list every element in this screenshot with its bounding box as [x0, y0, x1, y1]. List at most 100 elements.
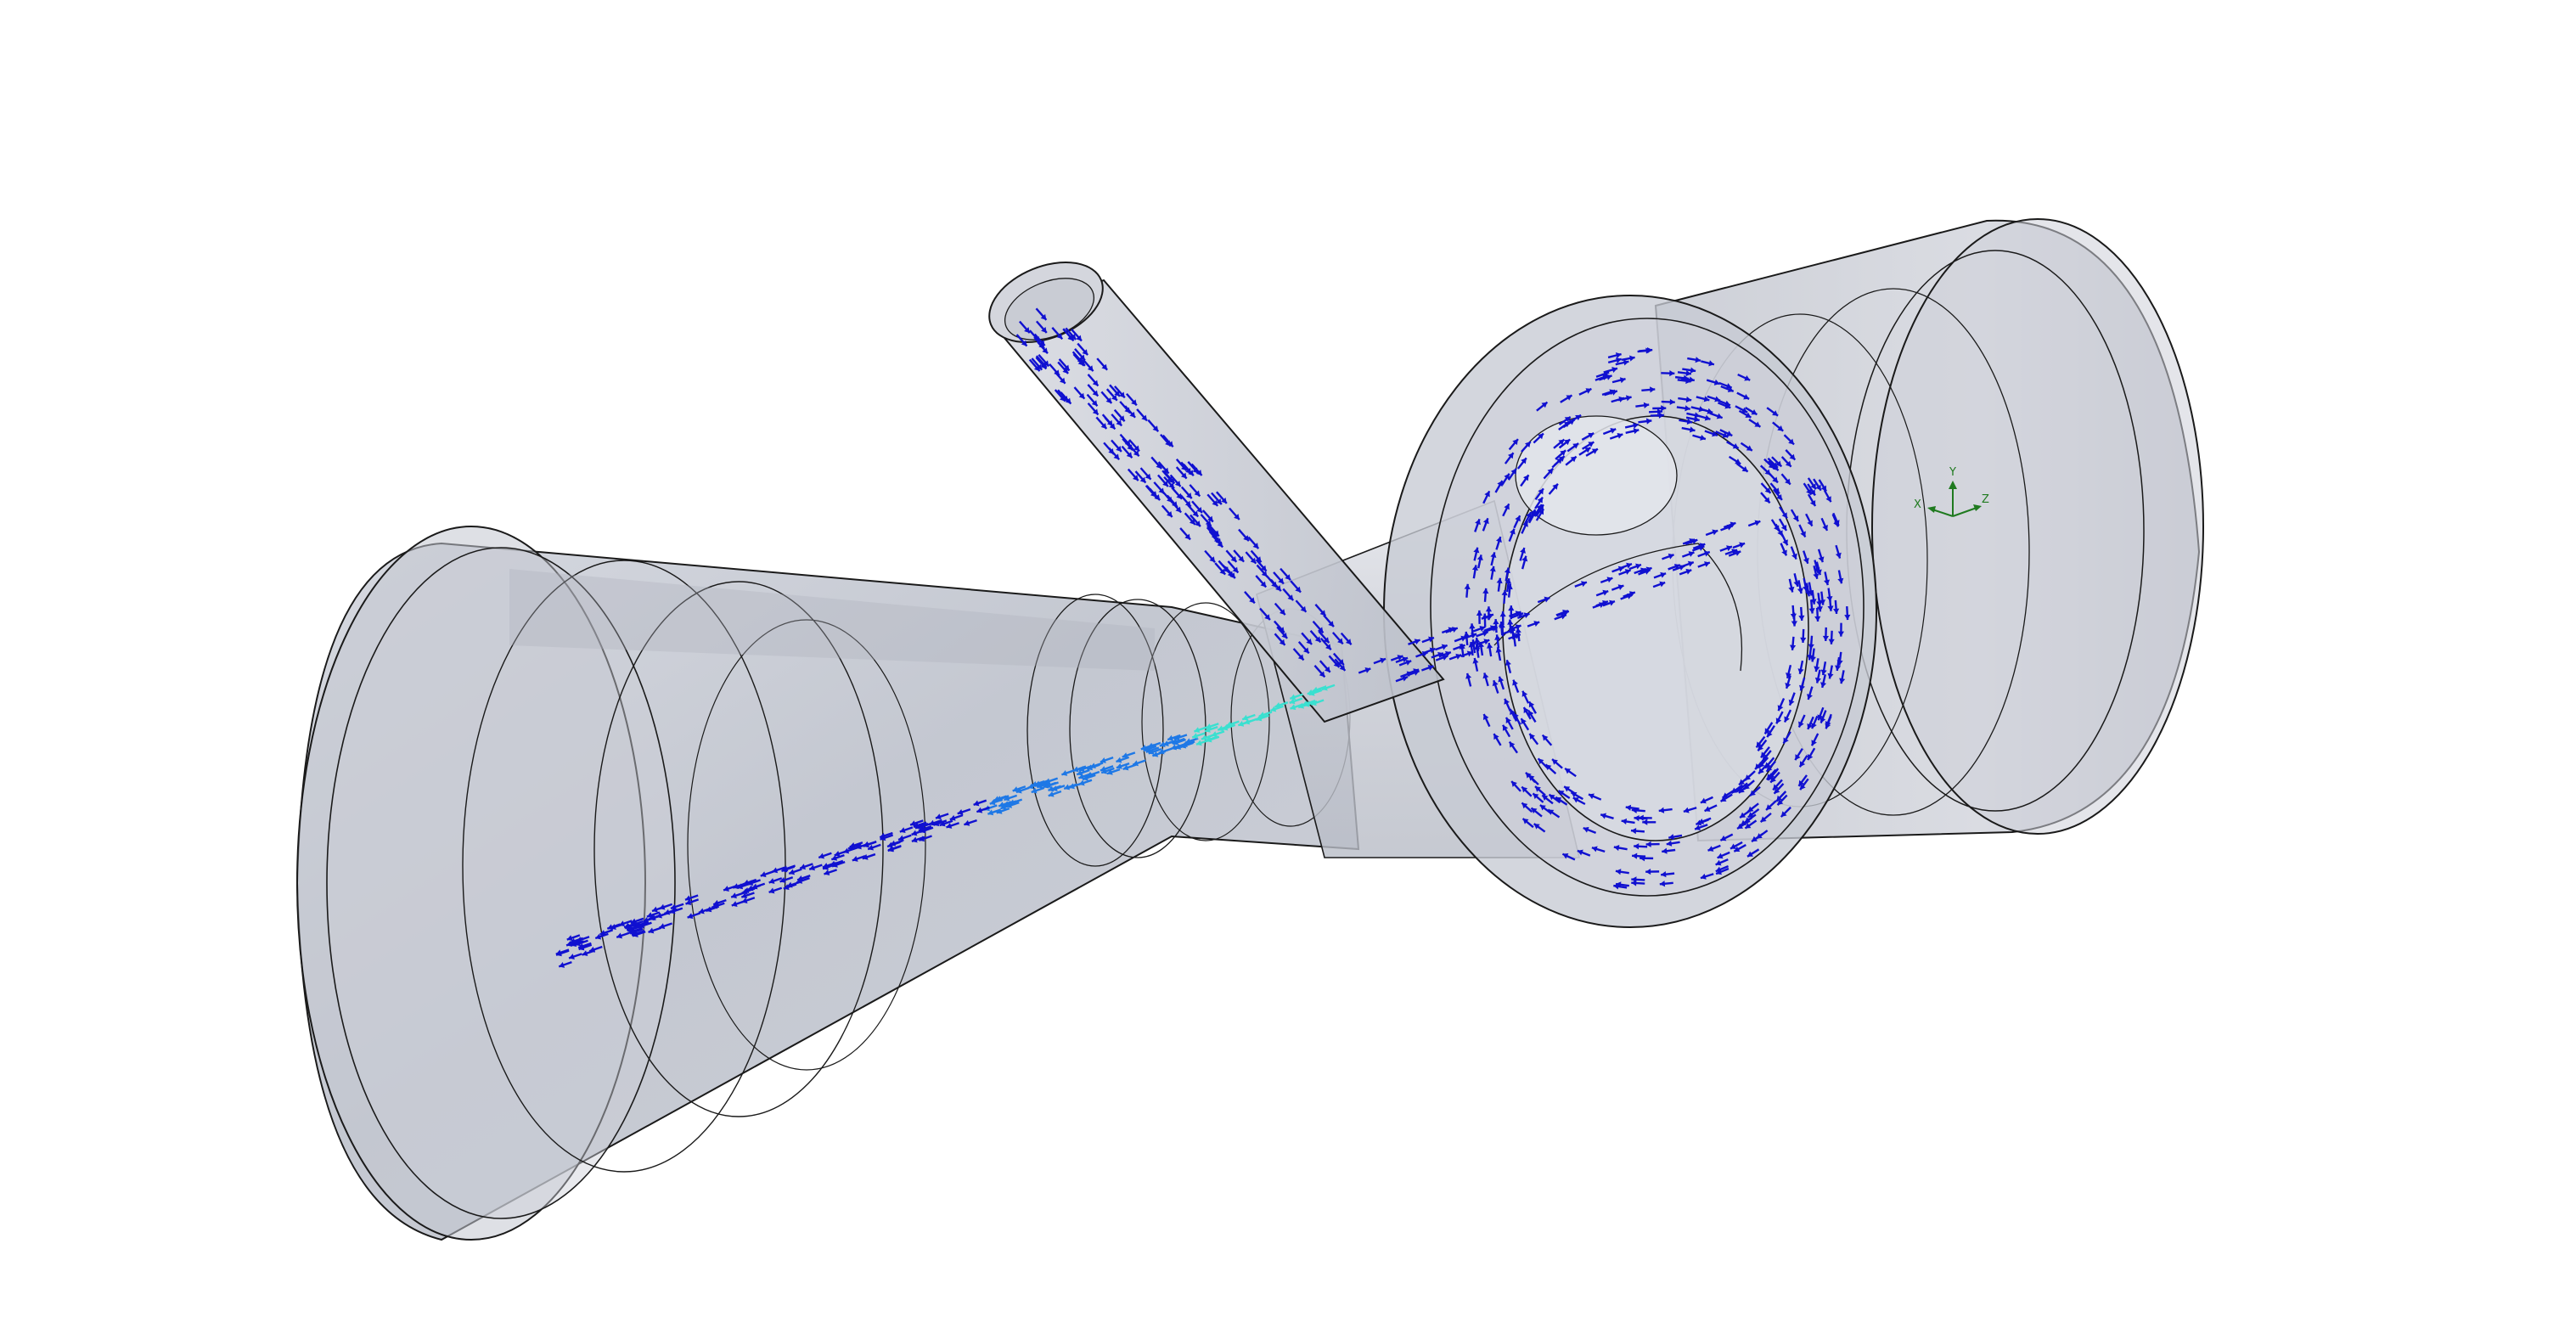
velocity-vector-head [1789, 644, 1797, 650]
velocity-vector-head [1715, 859, 1722, 866]
velocity-vector-head [1194, 727, 1201, 734]
velocity-vector-head [1460, 635, 1467, 642]
velocity-vector-head [1659, 581, 1666, 588]
velocity-vector-head [1560, 450, 1566, 456]
velocity-vector-head [1048, 791, 1055, 797]
velocity-vector-head [1205, 736, 1212, 743]
velocity-vector-head [1756, 741, 1763, 748]
velocity-vector-head [1459, 644, 1465, 650]
velocity-vector-head [1174, 481, 1181, 487]
velocity-vector-head [830, 860, 836, 867]
velocity-vector-head [1521, 555, 1528, 562]
velocity-vector-head [1472, 657, 1479, 664]
velocity-vector-head [1497, 481, 1503, 487]
velocity-vector-head [1270, 706, 1277, 712]
velocity-vector-head [1162, 481, 1168, 487]
velocity-vector-head [1319, 610, 1326, 616]
velocity-vector-head [1113, 453, 1120, 460]
triad-axis-z [1952, 507, 1977, 517]
velocity-vector-head [1713, 379, 1720, 385]
velocity-vector-head [1040, 363, 1047, 369]
velocity-vector-head [1562, 853, 1569, 859]
velocity-vector-head [1611, 367, 1617, 373]
velocity-vector-head [1772, 464, 1779, 471]
velocity-vector-head [1609, 599, 1615, 606]
velocity-vector-head [1264, 614, 1270, 621]
velocity-vector-head [1645, 841, 1651, 847]
velocity-vector-head [1669, 398, 1675, 406]
velocity-vector-head [1260, 581, 1267, 588]
outlet-flange-outer [1871, 218, 2204, 835]
velocity-vector-head [1195, 521, 1201, 527]
velocity-vector-head [1609, 389, 1616, 396]
velocity-vector-head [852, 856, 858, 862]
velocity-vector-head [1526, 512, 1532, 519]
velocity-vector-head [1041, 327, 1047, 333]
velocity-vector-head [1498, 676, 1505, 683]
velocity-vector-head [659, 923, 666, 930]
velocity-vector-head [1780, 811, 1787, 818]
velocity-vector-head [1464, 583, 1471, 590]
cone-ring-1 [462, 560, 786, 1173]
velocity-vector-head [1650, 386, 1656, 393]
velocity-vector-head [1613, 883, 1619, 890]
velocity-vector-head [1541, 402, 1548, 408]
velocity-vector-head [595, 933, 602, 940]
velocity-vector-head [1474, 638, 1481, 644]
large-diffuser-cone[interactable] [295, 526, 1360, 1241]
velocity-vector-head [1180, 472, 1187, 479]
velocity-vector-head [1505, 578, 1512, 584]
velocity-vector-head [1583, 826, 1589, 833]
velocity-vector-head [1619, 377, 1626, 384]
velocity-vector-head [1091, 400, 1098, 407]
velocity-vector-head [1528, 701, 1535, 708]
velocity-vector-head [1588, 793, 1595, 800]
velocity-vector-head [868, 844, 875, 851]
velocity-vector-head [834, 851, 841, 857]
velocity-vector-head [1521, 690, 1528, 697]
velocity-vector-head [1777, 799, 1784, 806]
velocity-vector-head [1754, 520, 1761, 526]
velocity-vector-head [1533, 621, 1540, 627]
velocity-vector-head [1473, 547, 1480, 554]
velocity-vector-head [1707, 408, 1713, 414]
velocity-vector-head [1730, 843, 1737, 849]
velocity-vector-head [1555, 796, 1562, 803]
velocity-vector-head [1511, 781, 1517, 787]
velocity-vector-head [1100, 423, 1107, 429]
velocity-vector-head [1704, 806, 1711, 812]
velocity-vector-head [713, 899, 720, 906]
velocity-vector-head [1786, 672, 1792, 678]
velocity-vector-head [1141, 414, 1147, 421]
velocity-vector-head [1229, 572, 1235, 579]
velocity-vector-head [1768, 774, 1775, 780]
velocity-vector-head [1833, 608, 1840, 614]
velocity-vector-head [1626, 593, 1633, 599]
velocity-vector-head [1402, 675, 1409, 682]
velocity-vector-head [1515, 627, 1521, 633]
velocity-vector-head [1816, 606, 1823, 612]
swirl-chamber[interactable] [1383, 295, 1877, 928]
velocity-vector-head [1015, 787, 1022, 794]
velocity-vector-head [1216, 498, 1222, 505]
velocity-vector-head [1421, 650, 1428, 657]
velocity-vector-head [1772, 410, 1779, 416]
velocity-vector-head [1278, 577, 1284, 584]
cone-shading-band [509, 569, 1155, 671]
velocity-vector-head [1767, 731, 1773, 738]
velocity-vector-head [1808, 754, 1814, 761]
velocity-vector-head [1535, 786, 1541, 792]
velocity-vector-head [1724, 402, 1731, 409]
velocity-vector-head [1668, 834, 1674, 841]
velocity-vector-head [1538, 433, 1544, 440]
velocity-vector-head [1811, 723, 1817, 729]
velocity-vector-head [1325, 644, 1331, 650]
velocity-vector-head [781, 866, 788, 873]
velocity-vector-head [1488, 613, 1493, 620]
velocity-vector-head [1139, 476, 1146, 483]
velocity-vector-head [1558, 456, 1565, 462]
velocity-vector-head [1004, 795, 1010, 802]
velocity-vector-head [1703, 396, 1710, 402]
